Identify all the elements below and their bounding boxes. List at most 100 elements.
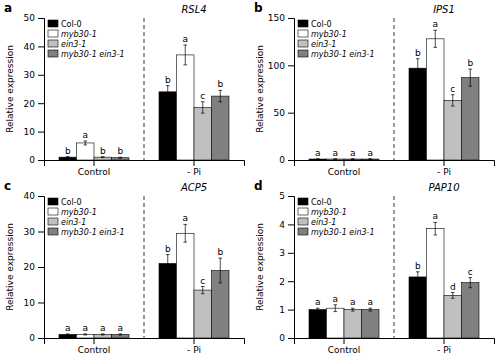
series xyxy=(112,90,230,160)
series xyxy=(112,258,230,338)
bar xyxy=(344,310,362,338)
error-bar xyxy=(468,278,472,288)
legend-swatch xyxy=(48,208,58,215)
error-bar xyxy=(316,308,320,311)
significance-letter: c xyxy=(200,91,205,101)
y-tick-label: 30 xyxy=(24,227,36,237)
significance-letter: b xyxy=(415,48,421,58)
legend-label: myb30-1 ein3-1 xyxy=(311,50,375,59)
panel-label: d xyxy=(254,179,263,193)
y-tick-label: 40 xyxy=(24,191,36,201)
x-tick: - Pi xyxy=(437,338,451,355)
y-tick: 20 xyxy=(24,262,44,272)
y-axis: 050100150 xyxy=(268,13,295,165)
y-tick-mark xyxy=(38,338,44,339)
y-tick-mark xyxy=(38,46,44,47)
plot: 050100150Control- PiRelative expressiona… xyxy=(255,4,495,177)
y-tick-label: 0 xyxy=(29,333,35,343)
y-tick: 30 xyxy=(24,227,44,237)
significance-letter: a xyxy=(367,297,373,307)
y-tick-label: 5 xyxy=(279,191,285,201)
legend-label: Col-0 xyxy=(311,20,332,29)
legend-swatch xyxy=(298,40,308,47)
x-tick-label: - Pi xyxy=(187,167,201,177)
error-bar xyxy=(201,287,205,294)
error-bar xyxy=(416,59,420,78)
y-tick: 150 xyxy=(268,13,294,23)
x-tick: - Pi xyxy=(187,338,201,355)
y-tick-label: 100 xyxy=(268,61,285,71)
error-bar xyxy=(66,334,70,335)
x-tick-mark xyxy=(344,160,345,166)
legend-item: myb30-1 xyxy=(298,208,347,217)
bar xyxy=(444,100,462,160)
error-bar xyxy=(451,95,455,106)
error-bar xyxy=(166,86,170,98)
y-tick-mark xyxy=(288,160,294,161)
marks xyxy=(59,224,229,338)
series xyxy=(94,287,212,338)
significance-letter: b xyxy=(117,146,123,156)
legend-label: Col-0 xyxy=(311,198,332,207)
legend-swatch xyxy=(48,50,58,57)
bar xyxy=(444,295,462,338)
y-tick-label: 2 xyxy=(279,277,285,287)
bar xyxy=(327,308,345,338)
legend-label: ein3-1 xyxy=(61,40,86,49)
bar xyxy=(112,334,130,338)
error-bar xyxy=(351,308,355,311)
significance-letter: a xyxy=(82,323,88,333)
panel: b050100150Control- PiRelative expression… xyxy=(254,1,495,177)
y-tick: 1 xyxy=(279,305,294,315)
significance-letter: a xyxy=(100,323,106,333)
bar xyxy=(59,157,77,160)
y-tick: 0 xyxy=(29,333,44,343)
y-tick: 50 xyxy=(24,13,44,23)
y-tick: 40 xyxy=(24,191,44,201)
y-tick-label: 0 xyxy=(279,333,285,343)
significance-letter: b xyxy=(415,261,421,271)
legend: Col-0myb30-1ein3-1myb30-1 ein3-1 xyxy=(298,198,375,237)
legend-label: myb30-1 xyxy=(61,30,97,39)
marks xyxy=(309,222,479,338)
y-axis-title: Relative expression xyxy=(255,223,265,311)
panel: a01020304050Control- PiRelative expressi… xyxy=(4,1,245,177)
error-bar xyxy=(433,222,437,234)
group-divider xyxy=(394,18,395,160)
legend-item: ein3-1 xyxy=(48,218,86,227)
bar xyxy=(159,263,177,338)
y-axis-title: Relative expression xyxy=(255,45,265,133)
bar xyxy=(309,159,327,160)
plot: 01020304050Control- PiRelative expressio… xyxy=(5,4,245,177)
y-tick: 4 xyxy=(279,220,294,230)
x-tick-label: Control xyxy=(328,345,361,355)
y-tick: 50 xyxy=(274,108,294,118)
error-bar xyxy=(201,102,205,113)
x-tick-mark xyxy=(94,160,95,166)
legend-item: myb30-1 xyxy=(48,208,97,217)
y-tick-mark xyxy=(288,18,294,19)
x-tick: Control xyxy=(328,338,361,355)
y-tick-mark xyxy=(38,232,44,233)
x-axis: Control- Pi xyxy=(295,160,495,177)
panel-label: b xyxy=(254,1,263,15)
group-divider xyxy=(144,18,145,160)
error-bar xyxy=(433,30,437,47)
y-tick: 2 xyxy=(279,277,294,287)
legend-swatch xyxy=(48,228,58,235)
x-tick-mark xyxy=(344,338,345,344)
significance-letter: a xyxy=(350,148,356,158)
legend-swatch xyxy=(48,40,58,47)
bar xyxy=(194,107,212,160)
bar xyxy=(362,310,380,338)
title: ACP5 xyxy=(180,182,207,193)
series xyxy=(77,45,195,160)
group-divider xyxy=(394,196,395,338)
legend-swatch xyxy=(48,20,58,27)
legend: Col-0myb30-1ein3-1myb30-1 ein3-1 xyxy=(48,198,125,237)
y-tick: 10 xyxy=(24,127,44,137)
significance-letter: a xyxy=(367,148,373,158)
legend-item: ein3-1 xyxy=(298,218,336,227)
y-tick-mark xyxy=(288,338,294,339)
legend-label: myb30-1 ein3-1 xyxy=(61,228,125,237)
